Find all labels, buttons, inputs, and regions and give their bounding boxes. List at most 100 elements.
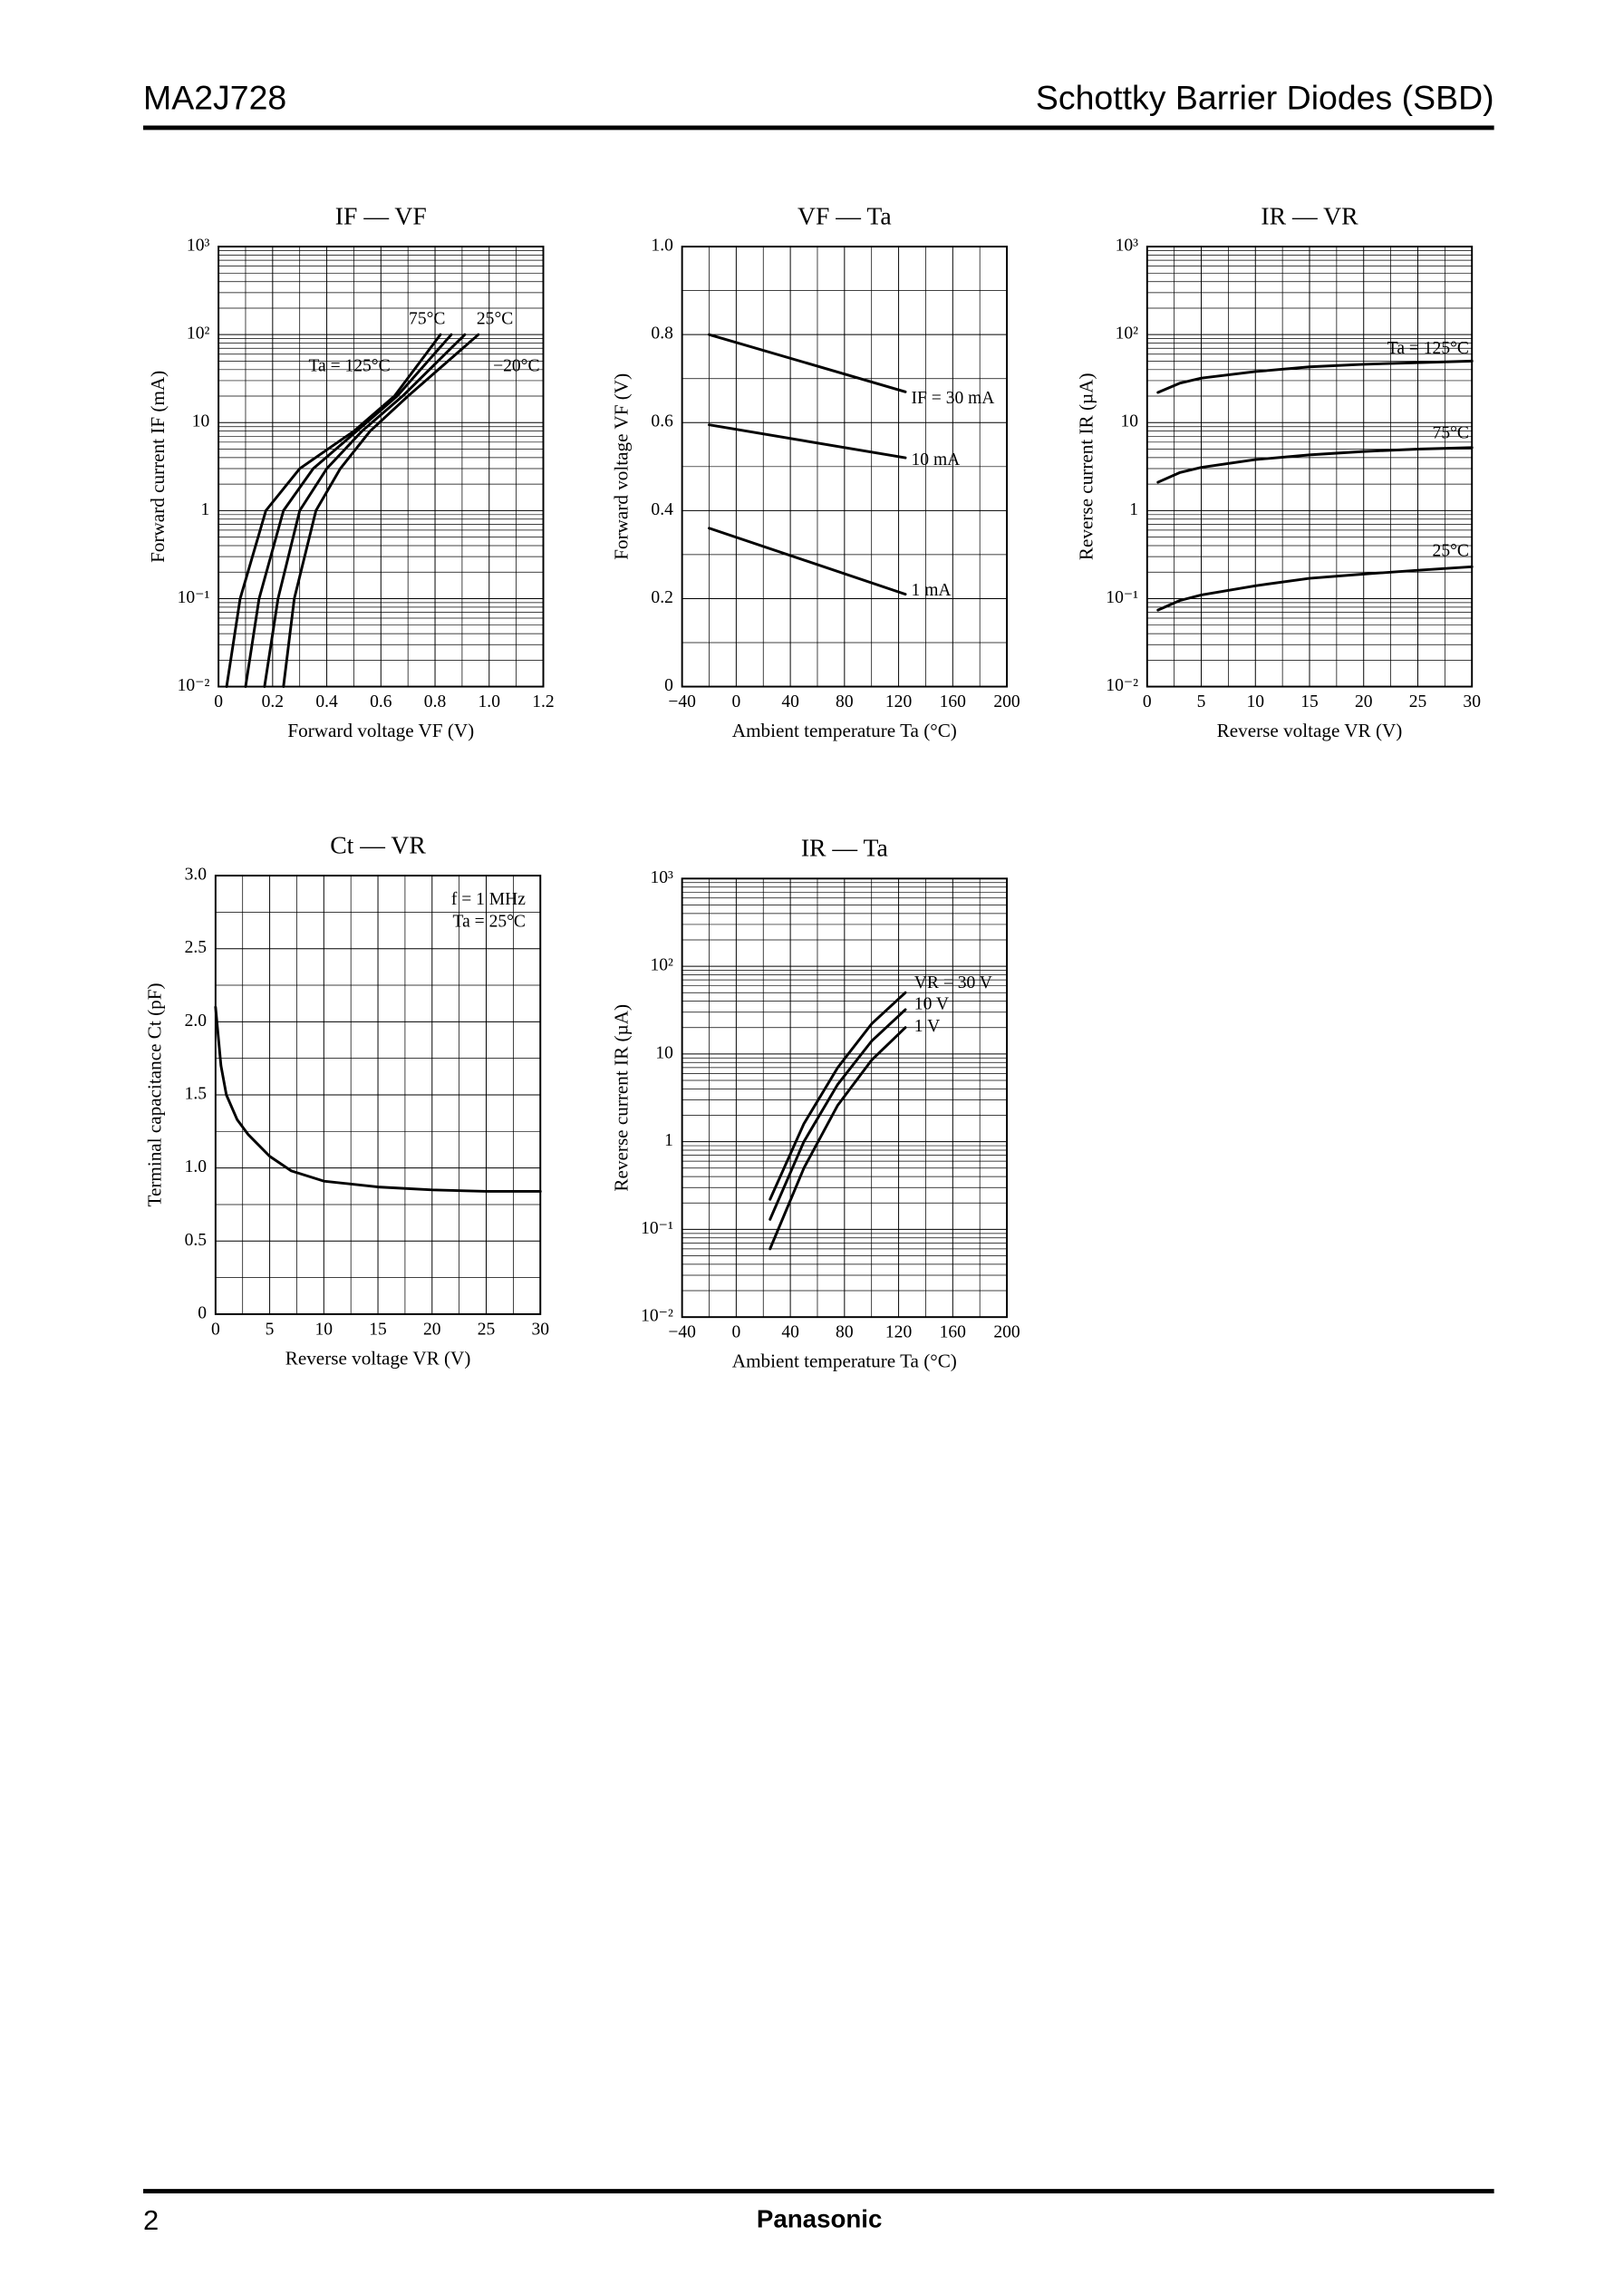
y-tick-label: 10³ xyxy=(187,237,210,256)
x-axis-label: Ambient temperature Ta (°C) xyxy=(732,720,957,741)
page-number: 2 xyxy=(143,2204,159,2236)
y-tick-label: 10 xyxy=(1120,412,1138,431)
x-tick-label: 20 xyxy=(423,1320,441,1339)
y-tick-label: 1.0 xyxy=(651,237,673,256)
chart: VF — Ta Ambient temperature Ta (°C) Forwar… xyxy=(610,201,1020,740)
x-tick-label: 20 xyxy=(1355,692,1373,711)
x-tick-label: 80 xyxy=(836,1323,854,1342)
y-tick-label: 0.2 xyxy=(651,588,672,607)
chart-title: IR — VR xyxy=(1261,201,1358,229)
chart-title: IF — VF xyxy=(335,201,427,229)
y-tick-label: 10⁻² xyxy=(178,676,210,695)
x-tick-label: 10 xyxy=(1247,692,1265,711)
annotation: f = 1 MHz xyxy=(451,890,526,909)
y-tick-label: 10⁻¹ xyxy=(178,588,210,607)
chart-title: Ct — VR xyxy=(330,830,426,858)
plot-frame xyxy=(214,875,542,1315)
x-tick-label: 5 xyxy=(266,1320,275,1339)
curve-label: −20°C xyxy=(493,356,539,375)
curve-label: 10 mA xyxy=(912,450,961,469)
y-tick-label: 1.0 xyxy=(185,1157,208,1176)
x-tick-label: 160 xyxy=(940,1323,967,1342)
x-tick-label: 200 xyxy=(993,692,1020,711)
x-tick-label: 0.2 xyxy=(262,692,284,711)
plot-frame xyxy=(218,246,545,688)
x-tick-label: 120 xyxy=(885,692,913,711)
y-tick-label: 1 xyxy=(1129,500,1138,519)
x-tick-label: 0.6 xyxy=(370,692,392,711)
curve-label: 25°C xyxy=(1433,542,1469,561)
x-tick-label: 15 xyxy=(1300,692,1319,711)
brand-logo: Panasonic xyxy=(757,2204,882,2232)
y-tick-label: 3.0 xyxy=(185,866,208,885)
x-tick-label: 80 xyxy=(836,692,854,711)
y-tick-label: 0 xyxy=(198,1303,207,1322)
plot-frame xyxy=(681,246,1009,688)
data-line xyxy=(214,1005,542,1193)
x-axis-label: Reverse voltage VR (V) xyxy=(285,1347,471,1369)
data-line xyxy=(708,333,907,393)
data-line xyxy=(263,333,467,689)
y-tick-label: 1.5 xyxy=(185,1084,207,1103)
curve-label: 25°C xyxy=(477,309,513,328)
data-line xyxy=(1156,446,1474,484)
curve-label: Ta = 125°C xyxy=(1387,339,1469,358)
y-tick-label: 10 xyxy=(655,1043,673,1062)
y-tick-label: 0.8 xyxy=(651,324,673,344)
chart: IR — VR Reverse voltage VR (V) Reverse cur… xyxy=(1075,201,1481,740)
data-line xyxy=(225,333,442,689)
x-tick-label: 0.4 xyxy=(315,692,338,711)
x-tick-label: 10 xyxy=(315,1320,334,1339)
x-tick-label: −40 xyxy=(668,1323,696,1342)
y-tick-label: 10² xyxy=(1116,324,1139,344)
y-axis-label: Reverse current IR (µA) xyxy=(1075,373,1097,561)
y-tick-label: 10³ xyxy=(1116,237,1139,256)
x-tick-label: 25 xyxy=(478,1320,496,1339)
x-axis-label: Forward voltage VF (V) xyxy=(287,720,474,741)
y-axis-label: Terminal capacitance Ct (pF) xyxy=(144,982,166,1206)
part-number: MA2J728 xyxy=(143,79,286,117)
x-tick-label: 0 xyxy=(211,1320,220,1339)
y-tick-label: 0.6 xyxy=(651,412,673,431)
x-tick-label: 200 xyxy=(993,1323,1020,1342)
y-tick-label: 1 xyxy=(664,1131,673,1150)
chart: IR — Ta Ambient temperature Ta (°C) Revers… xyxy=(610,834,1020,1372)
y-tick-label: 10³ xyxy=(650,868,673,887)
y-tick-label: 10⁻² xyxy=(641,1307,673,1326)
y-axis-label: Reverse current IR (µA) xyxy=(610,1004,632,1192)
x-axis-label: Ambient temperature Ta (°C) xyxy=(732,1350,957,1372)
y-tick-label: 2.5 xyxy=(185,938,207,957)
data-line xyxy=(282,333,480,689)
y-axis-label: Forward current IF (mA) xyxy=(147,371,169,563)
x-tick-label: 160 xyxy=(940,692,967,711)
x-tick-label: 40 xyxy=(781,692,799,711)
x-tick-label: 15 xyxy=(369,1320,387,1339)
data-line xyxy=(244,333,453,689)
data-line xyxy=(1156,565,1474,612)
curve-label: IF = 30 mA xyxy=(912,389,995,408)
y-tick-label: 0.5 xyxy=(185,1231,207,1250)
x-tick-label: 25 xyxy=(1409,692,1427,711)
x-tick-label: 0.8 xyxy=(424,692,447,711)
x-tick-label: 30 xyxy=(531,1320,549,1339)
chart: Ct — VR Reverse voltage VR (V) Terminal ca… xyxy=(144,830,550,1369)
annotation: Ta = 25°C xyxy=(453,913,526,932)
curve-label: 1 mA xyxy=(912,581,952,600)
x-tick-label: 120 xyxy=(885,1323,913,1342)
x-tick-label: 30 xyxy=(1463,692,1481,711)
y-tick-label: 10 xyxy=(192,412,210,431)
y-tick-label: 0 xyxy=(664,676,673,695)
curve-label: Ta = 125°C xyxy=(308,356,390,375)
x-tick-label: 0 xyxy=(214,692,223,711)
x-tick-label: 1.2 xyxy=(532,692,554,711)
curve-label: 1 V xyxy=(914,1017,940,1036)
data-line xyxy=(708,423,907,460)
data-line xyxy=(1156,359,1474,394)
y-tick-label: 10⁻¹ xyxy=(1106,588,1138,607)
data-line xyxy=(768,991,907,1201)
x-tick-label: 0 xyxy=(731,1323,740,1342)
plot-frame xyxy=(681,877,1009,1319)
product-category: Schottky Barrier Diodes (SBD) xyxy=(1036,79,1494,117)
